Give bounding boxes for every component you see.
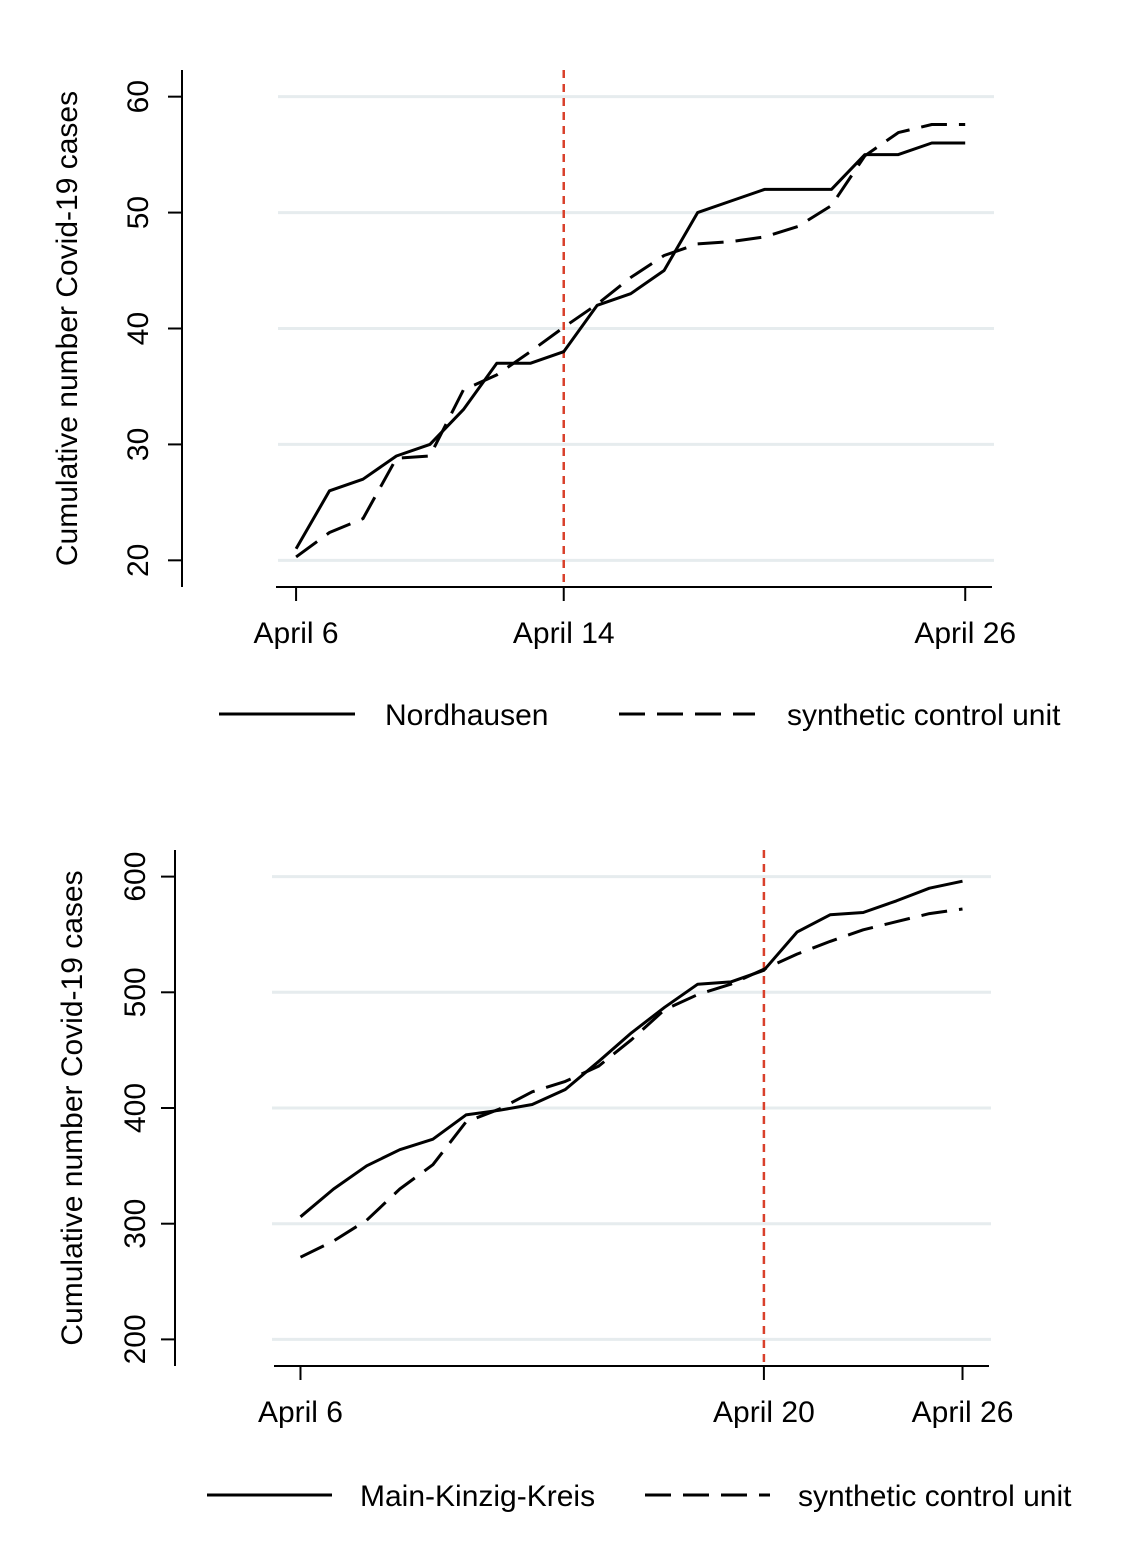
x-tick-label: April 26 xyxy=(914,617,1016,650)
legend-label: synthetic control unit xyxy=(787,699,1061,732)
legend-label: synthetic control unit xyxy=(798,1480,1072,1513)
y-tick-label: 40 xyxy=(122,312,155,345)
y-tick-label: 500 xyxy=(119,967,152,1017)
y-axis-title: Cumulative number Covid-19 cases xyxy=(56,870,89,1345)
x-tick-label: April 6 xyxy=(258,1396,343,1429)
y-tick-label: 200 xyxy=(119,1314,152,1364)
y-tick-label: 20 xyxy=(122,544,155,577)
chart-nordhausen: 20 30 40 50 60 April 6 April 14 April 26 Cumulat… xyxy=(51,70,1061,732)
x-tick-label: April 26 xyxy=(912,1396,1014,1429)
legend-label: Main-Kinzig-Kreis xyxy=(360,1480,595,1513)
x-tick-label: April 6 xyxy=(254,617,339,650)
y-tick-label: 300 xyxy=(119,1199,152,1249)
series-line-observed xyxy=(294,141,966,550)
series-line-synthetic-control xyxy=(299,907,963,1259)
y-axis-title: Cumulative number Covid-19 cases xyxy=(51,91,84,566)
y-tick-label: 50 xyxy=(122,196,155,229)
y-tick-label: 400 xyxy=(119,1083,152,1133)
x-tick-label: April 20 xyxy=(713,1396,815,1429)
x-tick-label: April 14 xyxy=(513,617,615,650)
chart-main-kinzig-kreis: 200 300 400 500 600 April 6 April 20 April 26 Cu… xyxy=(56,850,1072,1513)
series-line-observed xyxy=(299,879,963,1218)
legend-label: Nordhausen xyxy=(385,699,548,732)
y-tick-label: 30 xyxy=(122,428,155,461)
y-tick-label: 600 xyxy=(119,852,152,902)
series-line-synthetic-control xyxy=(295,123,966,559)
y-tick-label: 60 xyxy=(122,80,155,113)
